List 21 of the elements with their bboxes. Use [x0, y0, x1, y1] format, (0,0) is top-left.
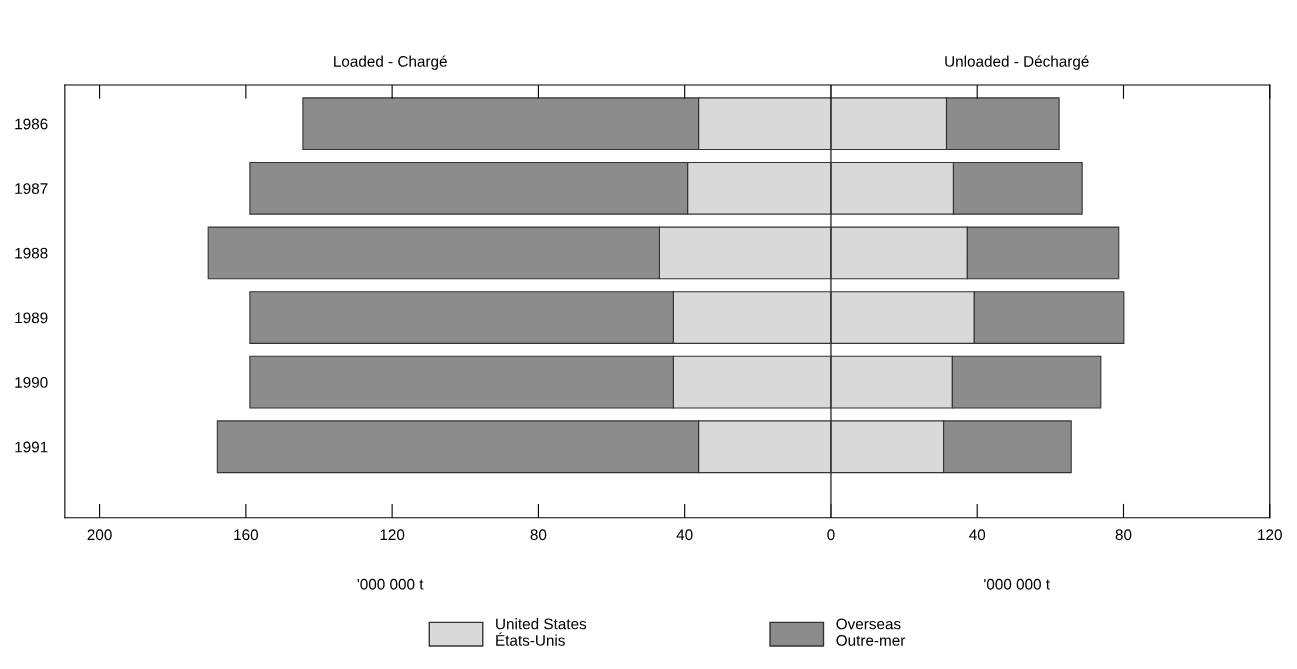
y-tick-label: 1990	[15, 377, 48, 388]
x-tick-label: 80	[1115, 529, 1132, 541]
text: '000 000 t	[984, 578, 1050, 590]
y-tick-label: 1989	[15, 312, 48, 324]
x-tick-label: 40	[676, 529, 693, 541]
x-tick-label: 40	[969, 529, 986, 541]
y-tick-label: 1987	[15, 183, 48, 195]
x-tick-label: 120	[380, 529, 405, 541]
x-tick-label: 160	[234, 529, 259, 541]
y-tick-label: 1986	[15, 118, 48, 130]
text: Loaded - Chargé	[334, 55, 447, 70]
text: Unloaded - Déchargé	[945, 55, 1089, 70]
x-tick-label: 80	[530, 529, 547, 541]
legend-label: United States États-Unis	[496, 618, 587, 646]
y-tick-label: 1988	[15, 247, 48, 259]
text: '000 000 t	[357, 578, 424, 590]
x-tick-label: 120	[1258, 529, 1282, 541]
y-tick-label: 1991	[15, 441, 48, 453]
x-tick-label: 0	[827, 529, 835, 541]
legend-label: Overseas Outre-mer	[836, 618, 906, 646]
x-tick-label: 200	[87, 529, 112, 541]
